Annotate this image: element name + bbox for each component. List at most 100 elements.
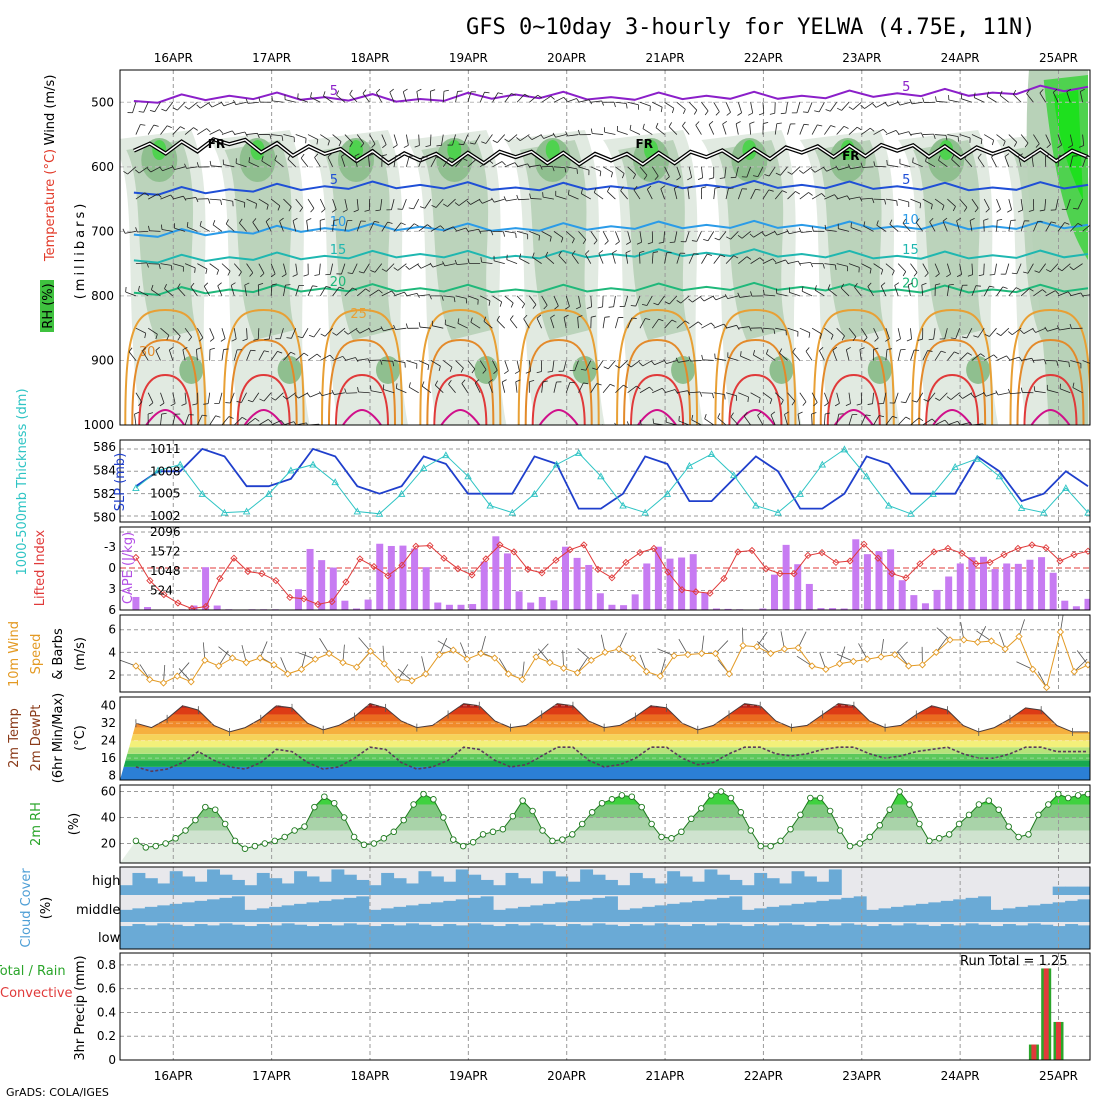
surface-wind-barb: [480, 636, 486, 654]
wind-barb: [602, 424, 604, 425]
rh-point: [430, 796, 437, 803]
wind-barb-flag: [249, 272, 254, 277]
wind-barb: [504, 93, 512, 103]
cape-bar: [1072, 606, 1080, 610]
thickness-point: [287, 466, 295, 474]
cloud-level-high: high: [92, 874, 120, 889]
wind-barb-flag: [453, 297, 456, 303]
wind-barb-flag: [571, 250, 576, 255]
wind-barb: [938, 160, 948, 168]
wind-barb-flag: [695, 121, 700, 126]
wind-barb-flag: [1056, 360, 1059, 366]
wind-barb: [356, 288, 366, 297]
wind-barb: [787, 392, 796, 402]
wind-barb: [307, 285, 313, 297]
cape-bar: [782, 544, 790, 610]
cape-bar: [515, 591, 523, 610]
wind-speed-point: [766, 649, 775, 658]
wind-barb: [313, 327, 321, 338]
wind-barb-flag: [671, 319, 677, 323]
wind-barb-flag: [1055, 290, 1060, 295]
rh-point: [469, 838, 477, 846]
li-point: [776, 569, 784, 578]
wind-barb: [184, 263, 196, 269]
wind-barb-flag: [436, 144, 442, 147]
wind-barb-flag: [381, 154, 388, 157]
wind-speed-point: [753, 643, 761, 651]
wind-barb-flag: [882, 128, 888, 134]
wind-barb: [615, 101, 627, 104]
wind-barb: [897, 349, 901, 361]
wind-barb-flag: [601, 100, 605, 106]
wind-barb-flag: [520, 434, 525, 435]
wind-barb-flag: [547, 370, 553, 373]
wind-barb-flag: [869, 268, 872, 274]
wind-barb-flag: [691, 414, 694, 420]
wind-barb-flag: [664, 301, 670, 305]
wind-barb-flag: [761, 232, 766, 237]
wind-barb-flag: [536, 371, 542, 374]
cloud-cover-cell: [542, 924, 556, 949]
temperature-contour: [133, 179, 1089, 196]
wind-barb: [885, 198, 897, 202]
rh-point: [628, 793, 636, 800]
wind-barb-flag: [478, 229, 482, 234]
wind-barb: [481, 261, 493, 265]
wind-barb: [310, 392, 321, 398]
surface-wind-barb: [301, 651, 307, 670]
cape-bar: [887, 549, 895, 610]
cloud-cover-cell: [766, 906, 780, 922]
wind-barb: [994, 263, 997, 275]
wind-barb: [1069, 155, 1074, 167]
surface-wind-barb: [1018, 619, 1025, 637]
wind-barb: [295, 352, 305, 361]
wind-barb-flag: [1057, 267, 1063, 272]
wind-barb: [274, 159, 284, 168]
wind-barb: [1039, 92, 1047, 103]
rh-point: [697, 805, 705, 812]
wind-barb-flag: [341, 153, 346, 157]
cape-bar: [411, 548, 419, 610]
cloud-cover-label: Cloud Cover: [19, 868, 34, 948]
wind-barb: [300, 157, 309, 168]
wind-barb-flag: [615, 365, 620, 369]
wind-barb: [553, 166, 565, 169]
wind-barb: [394, 360, 405, 363]
cape-bar: [875, 551, 883, 610]
wind-barb-flag: [590, 426, 593, 430]
date-label-bottom: 16APR: [154, 1069, 193, 1083]
wind-barb: [467, 360, 476, 370]
li-point: [454, 565, 462, 573]
wind-barb: [221, 263, 231, 272]
cloud-cover-cell: [169, 871, 183, 895]
wind-barb: [676, 253, 681, 264]
wind-barb: [496, 320, 506, 329]
wind-barb: [818, 102, 825, 113]
wind-barb-flag: [157, 193, 162, 198]
surface-wind-barb: [894, 641, 908, 655]
wind-barb-flag: [958, 394, 963, 399]
rh-point: [846, 842, 854, 850]
wind-barb: [1070, 424, 1071, 425]
wind-barb-flag: [599, 171, 602, 177]
rh-low-core: [671, 356, 696, 384]
wind-barb-flag: [511, 93, 517, 96]
wind-barb: [627, 166, 636, 175]
cloud-cover-cell: [455, 925, 469, 949]
wind-barb: [184, 414, 190, 425]
li-point: [580, 541, 588, 549]
wind-barb-flag: [724, 394, 726, 400]
wind-barb: [283, 351, 292, 361]
temperature-contour: [133, 84, 1089, 104]
wind-barb-flag: [265, 217, 271, 222]
wind-barb: [455, 158, 464, 168]
cloud-cover-cell: [194, 881, 208, 895]
wind-barb-flag: [300, 153, 305, 159]
thickness-point: [552, 460, 561, 468]
thickness-point: [220, 508, 229, 516]
wind-speed-point: [132, 662, 140, 670]
wind-barb: [1070, 292, 1081, 297]
cloud-cover-cell: [269, 906, 283, 922]
cloud-cover-cell: [281, 883, 295, 895]
cloud-cover-cell: [903, 923, 917, 949]
